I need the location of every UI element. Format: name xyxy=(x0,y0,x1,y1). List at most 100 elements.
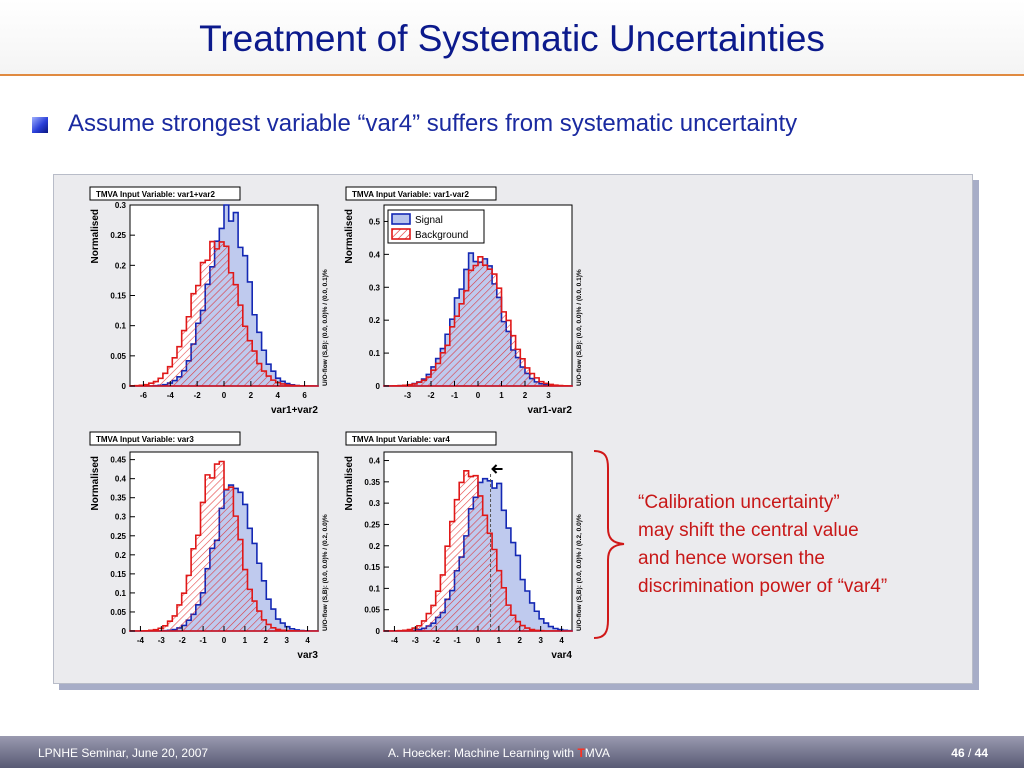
page-current: 46 xyxy=(951,746,965,760)
x-tick-label: -2 xyxy=(433,636,441,645)
y-tick-label: 0.15 xyxy=(110,570,126,579)
background-histogram xyxy=(129,240,319,387)
x-tick-label: 3 xyxy=(546,391,551,400)
footer-author-accent: T xyxy=(577,746,585,760)
y-tick-label: 0.3 xyxy=(115,201,127,210)
x-tick-label: 1 xyxy=(499,391,504,400)
y-tick-label: 0.05 xyxy=(364,606,380,615)
y-tick-label: 0.25 xyxy=(110,231,126,240)
x-tick-label: 0 xyxy=(222,391,227,400)
histogram-title: TMVA Input Variable: var1+var2 xyxy=(96,190,215,199)
x-tick-label: -1 xyxy=(200,636,208,645)
y-tick-label: 0.25 xyxy=(110,532,126,541)
overflow-label: U/O-flow (S,B): (0.0, 0.0)% / (0.2, 0.0)… xyxy=(322,514,329,631)
y-tick-label: 0.1 xyxy=(115,322,127,331)
legend-background-label: Background xyxy=(415,230,468,241)
x-tick-label: -6 xyxy=(140,391,148,400)
footer-author-prefix: A. Hoecker: Machine Learning with xyxy=(388,746,578,760)
x-tick-label: -3 xyxy=(412,636,420,645)
y-tick-label: 0.25 xyxy=(364,520,380,529)
overflow-label: U/O-flow (S,B): (0.0, 0.0)% / (0.2, 0.0)… xyxy=(576,514,583,631)
legend-signal-label: Signal xyxy=(415,215,443,226)
x-tick-label: -4 xyxy=(137,636,145,645)
y-tick-label: 0.05 xyxy=(110,608,126,617)
annotation-line: discrimination power of “var4” xyxy=(638,576,888,597)
y-tick-label: 0.3 xyxy=(369,283,381,292)
x-tick-label: 0 xyxy=(222,636,227,645)
x-tick-label: -2 xyxy=(427,391,435,400)
y-tick-label: 0.3 xyxy=(369,499,381,508)
x-tick-label: -4 xyxy=(167,391,175,400)
legend-background-swatch xyxy=(391,228,411,240)
y-tick-label: 0.2 xyxy=(115,551,127,560)
y-tick-label: 0.3 xyxy=(115,513,127,522)
histogram-title-box xyxy=(345,431,497,446)
y-tick-label: 0.35 xyxy=(110,494,126,503)
x-tick-label: 4 xyxy=(305,636,310,645)
x-axis-label: var1+var2 xyxy=(271,405,318,416)
y-tick-label: 0.2 xyxy=(115,261,127,270)
footer: LPNHE Seminar, June 20, 2007 A. Hoecker:… xyxy=(0,736,1024,768)
footer-event: LPNHE Seminar, June 20, 2007 xyxy=(38,746,209,760)
background-histogram xyxy=(383,255,573,387)
y-axis-label: Normalised xyxy=(90,456,101,510)
histogram-panel: TMVA Input Variable: var1+var2 0 0.05 0.1 0.… xyxy=(89,186,329,416)
slide-title: Treatment of Systematic Uncertainties xyxy=(199,18,825,59)
x-tick-label: 1 xyxy=(497,636,502,645)
x-axis-label: var3 xyxy=(297,650,318,661)
y-tick-label: 0.15 xyxy=(364,563,380,572)
x-tick-label: 4 xyxy=(275,391,280,400)
x-tick-label: 0 xyxy=(476,636,481,645)
y-tick-label: 0.05 xyxy=(110,352,126,361)
histogram-title-box xyxy=(345,186,497,201)
histogram-panel: TMVA Input Variable: var1-var2 0 0.1 0.2 0.3… xyxy=(344,186,583,416)
shift-arrow-icon xyxy=(491,464,503,474)
y-tick-label: 0.2 xyxy=(369,542,381,551)
footer-author: A. Hoecker: Machine Learning with TMVA xyxy=(388,746,610,760)
overflow-label: U/O-flow (S,B): (0.0, 0.0)% / (0.0, 0.1)… xyxy=(576,269,583,386)
y-tick-label: 0.4 xyxy=(115,475,127,484)
y-tick-label: 0.1 xyxy=(369,584,381,593)
annotation-line: “Calibration uncertainty” xyxy=(638,492,840,513)
histogram-title: TMVA Input Variable: var3 xyxy=(96,435,194,444)
y-axis-label: Normalised xyxy=(344,209,355,263)
x-tick-label: -1 xyxy=(451,391,459,400)
x-tick-label: -1 xyxy=(454,636,462,645)
x-tick-label: -3 xyxy=(158,636,166,645)
x-tick-label: 3 xyxy=(284,636,289,645)
y-axis-label: Normalised xyxy=(344,456,355,510)
title-bar: Treatment of Systematic Uncertainties xyxy=(0,0,1024,76)
x-tick-label: 0 xyxy=(476,391,481,400)
y-tick-label: 0 xyxy=(376,382,381,391)
histogram-title: TMVA Input Variable: var4 xyxy=(352,435,450,444)
y-tick-label: 0.15 xyxy=(110,292,126,301)
x-tick-label: 1 xyxy=(243,636,248,645)
x-tick-label: -3 xyxy=(404,391,412,400)
x-tick-label: -2 xyxy=(179,636,187,645)
x-tick-label: 6 xyxy=(302,391,307,400)
footer-author-suffix: MVA xyxy=(584,746,610,760)
histogram-panel: TMVA Input Variable: var3 0 0.05 0.1 0.15 0.2… xyxy=(89,431,329,661)
histogram-title-box xyxy=(89,186,241,201)
y-axis-label: Normalised xyxy=(90,209,101,263)
y-tick-label: 0.2 xyxy=(369,316,381,325)
bullet-text: Assume strongest variable “var4” suffers… xyxy=(68,110,798,137)
x-tick-label: 2 xyxy=(249,391,254,400)
y-tick-label: 0.1 xyxy=(369,349,381,358)
annotation-text: “Calibration uncertainty” may shift the … xyxy=(638,489,887,601)
annotation-line: and hence worsen the xyxy=(638,548,825,569)
page-number: 46 / 44 xyxy=(951,746,988,760)
y-tick-label: 0 xyxy=(376,627,381,636)
y-tick-label: 0.5 xyxy=(369,217,381,226)
y-tick-label: 0.4 xyxy=(369,457,381,466)
page-separator: / xyxy=(964,746,975,760)
y-tick-label: 0 xyxy=(122,627,127,636)
legend-signal-swatch xyxy=(391,213,411,225)
x-tick-label: 3 xyxy=(538,636,543,645)
x-tick-label: 2 xyxy=(264,636,269,645)
x-axis-label: var4 xyxy=(551,650,572,661)
y-tick-label: 0.45 xyxy=(110,456,126,465)
x-tick-label: 4 xyxy=(559,636,564,645)
